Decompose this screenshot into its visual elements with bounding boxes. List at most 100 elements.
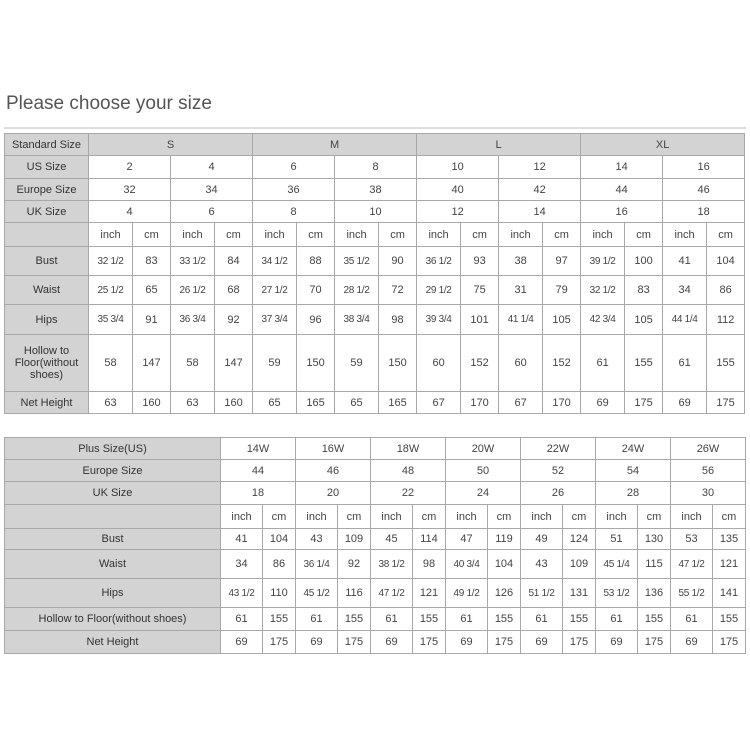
bust-cell: 38: [498, 246, 544, 276]
bust-cell: 124: [562, 528, 596, 550]
us-size-cell: 6: [252, 155, 336, 179]
row-label: Europe Size: [4, 459, 221, 482]
net-height-cell: 63: [170, 391, 215, 414]
standard-size-cell: L: [416, 133, 582, 156]
uk-size-cell: 20: [295, 481, 371, 505]
bust-cell: 104: [262, 528, 296, 550]
bust-cell: 35 1/2: [334, 246, 380, 276]
row-label: Waist: [4, 549, 221, 579]
table-row: Standard Size S M L XL: [4, 133, 746, 156]
unit-cell: inch: [170, 222, 215, 247]
unit-cell: cm: [706, 222, 746, 247]
hips-cell: 112: [706, 304, 746, 335]
table-row: Hollow to Floor(without shoes) 61 155 61 155…: [4, 607, 746, 631]
row-label: US Size: [4, 155, 89, 179]
waist-cell: 115: [637, 549, 671, 579]
waist-cell: 34: [220, 549, 263, 579]
hips-cell: 55 1/2: [670, 578, 713, 608]
waist-cell: 26 1/2: [170, 275, 215, 305]
hollow-to-floor-cell: 150: [378, 334, 418, 392]
uk-size-cell: 18: [220, 481, 296, 505]
hollow-to-floor-cell: 58: [170, 334, 215, 392]
hollow-to-floor-cell: 155: [412, 607, 446, 631]
net-height-cell: 67: [416, 391, 462, 414]
hips-cell: 35 3/4: [88, 304, 133, 335]
hollow-to-floor-cell: 59: [252, 334, 298, 392]
unit-cell: inch: [334, 222, 380, 247]
waist-cell: 65: [132, 275, 171, 305]
plus-size-cell: 26W: [670, 437, 746, 460]
uk-size-cell: 22: [370, 481, 446, 505]
net-height-cell: 175: [337, 630, 371, 654]
row-label: [4, 222, 89, 247]
hips-cell: 51 1/2: [520, 578, 563, 608]
europe-size-cell: 48: [370, 459, 446, 482]
net-height-cell: 160: [132, 391, 171, 414]
plus-size-cell: 16W: [295, 437, 371, 460]
net-height-cell: 175: [637, 630, 671, 654]
bust-cell: 88: [296, 246, 336, 276]
unit-cell: inch: [445, 504, 488, 529]
hips-cell: 44 1/4: [662, 304, 708, 335]
us-size-cell: 2: [88, 155, 171, 179]
uk-size-cell: 12: [416, 200, 500, 223]
row-label: Standard Size: [4, 133, 89, 156]
waist-cell: 43: [520, 549, 563, 579]
bust-cell: 97: [542, 246, 582, 276]
hips-cell: 110: [262, 578, 296, 608]
hips-cell: 47 1/2: [370, 578, 413, 608]
unit-cell: inch: [595, 504, 638, 529]
net-height-cell: 69: [662, 391, 708, 414]
hollow-to-floor-cell: 61: [662, 334, 708, 392]
hollow-to-floor-cell: 152: [542, 334, 582, 392]
unit-cell: inch: [370, 504, 413, 529]
hollow-to-floor-cell: 155: [562, 607, 596, 631]
bust-cell: 130: [637, 528, 671, 550]
unit-cell: cm: [460, 222, 500, 247]
net-height-cell: 165: [378, 391, 418, 414]
europe-size-cell: 38: [334, 178, 418, 201]
net-height-cell: 69: [220, 630, 263, 654]
net-height-cell: 160: [213, 391, 254, 414]
hips-cell: 131: [562, 578, 596, 608]
waist-cell: 38 1/2: [370, 549, 413, 579]
bust-cell: 83: [132, 246, 171, 276]
row-label: Plus Size(US): [4, 437, 221, 460]
europe-size-cell: 46: [295, 459, 371, 482]
hollow-to-floor-cell: 155: [706, 334, 746, 392]
net-height-cell: 69: [445, 630, 488, 654]
bust-cell: 43: [295, 528, 338, 550]
bust-cell: 135: [712, 528, 746, 550]
europe-size-cell: 32: [88, 178, 171, 201]
waist-cell: 29 1/2: [416, 275, 462, 305]
waist-cell: 75: [460, 275, 500, 305]
waist-cell: 70: [296, 275, 336, 305]
hollow-to-floor-cell: 155: [637, 607, 671, 631]
hips-cell: 126: [487, 578, 521, 608]
hips-cell: 136: [637, 578, 671, 608]
unit-cell: cm: [337, 504, 371, 529]
table-row: inch cm inch cm inch cm inch cm inch cm inch cm inch…: [4, 222, 746, 247]
europe-size-cell: 52: [520, 459, 596, 482]
hollow-to-floor-cell: 147: [213, 334, 254, 392]
unit-cell: inch: [580, 222, 626, 247]
row-label: Bust: [4, 246, 89, 276]
europe-size-cell: 44: [580, 178, 664, 201]
europe-size-cell: 40: [416, 178, 500, 201]
waist-cell: 79: [542, 275, 582, 305]
unit-cell: cm: [624, 222, 664, 247]
hips-cell: 141: [712, 578, 746, 608]
net-height-cell: 69: [295, 630, 338, 654]
unit-cell: inch: [220, 504, 263, 529]
hips-cell: 37 3/4: [252, 304, 298, 335]
hollow-to-floor-cell: 155: [262, 607, 296, 631]
uk-size-cell: 18: [662, 200, 746, 223]
waist-cell: 28 1/2: [334, 275, 380, 305]
hollow-to-floor-cell: 61: [295, 607, 338, 631]
standard-size-cell: XL: [580, 133, 746, 156]
net-height-cell: 63: [88, 391, 133, 414]
waist-cell: 86: [706, 275, 746, 305]
hollow-to-floor-cell: 61: [670, 607, 713, 631]
hollow-to-floor-cell: 60: [416, 334, 462, 392]
uk-size-cell: 28: [595, 481, 671, 505]
